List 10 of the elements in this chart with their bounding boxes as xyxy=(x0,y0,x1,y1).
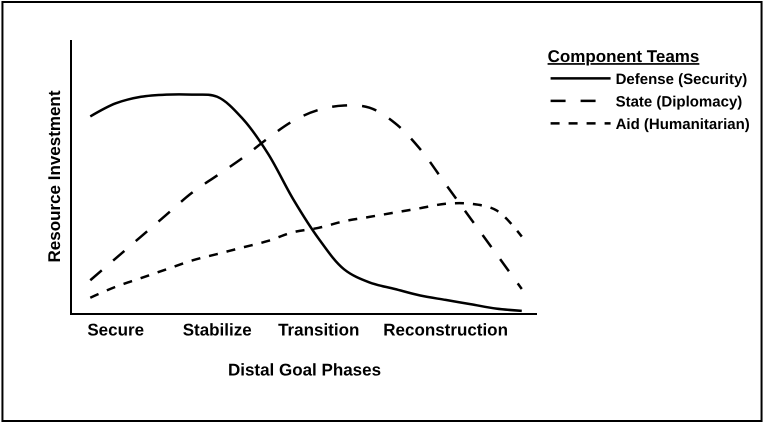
x-tick-label: Stabilize xyxy=(182,320,252,340)
x-tick-label: Reconstruction xyxy=(383,320,508,340)
legend-label: Aid (Humanitarian) xyxy=(616,116,750,134)
x-axis-title: Distal Goal Phases xyxy=(228,360,382,380)
legend-label: Defense (Security) xyxy=(616,71,748,88)
legend-label: State (Diplomacy) xyxy=(616,94,742,111)
x-tick-label: Transition xyxy=(278,320,360,340)
legend-title: Component Teams xyxy=(548,47,700,66)
y-axis-title: Resource Investment xyxy=(45,90,64,262)
x-tick-label: Secure xyxy=(87,320,144,340)
